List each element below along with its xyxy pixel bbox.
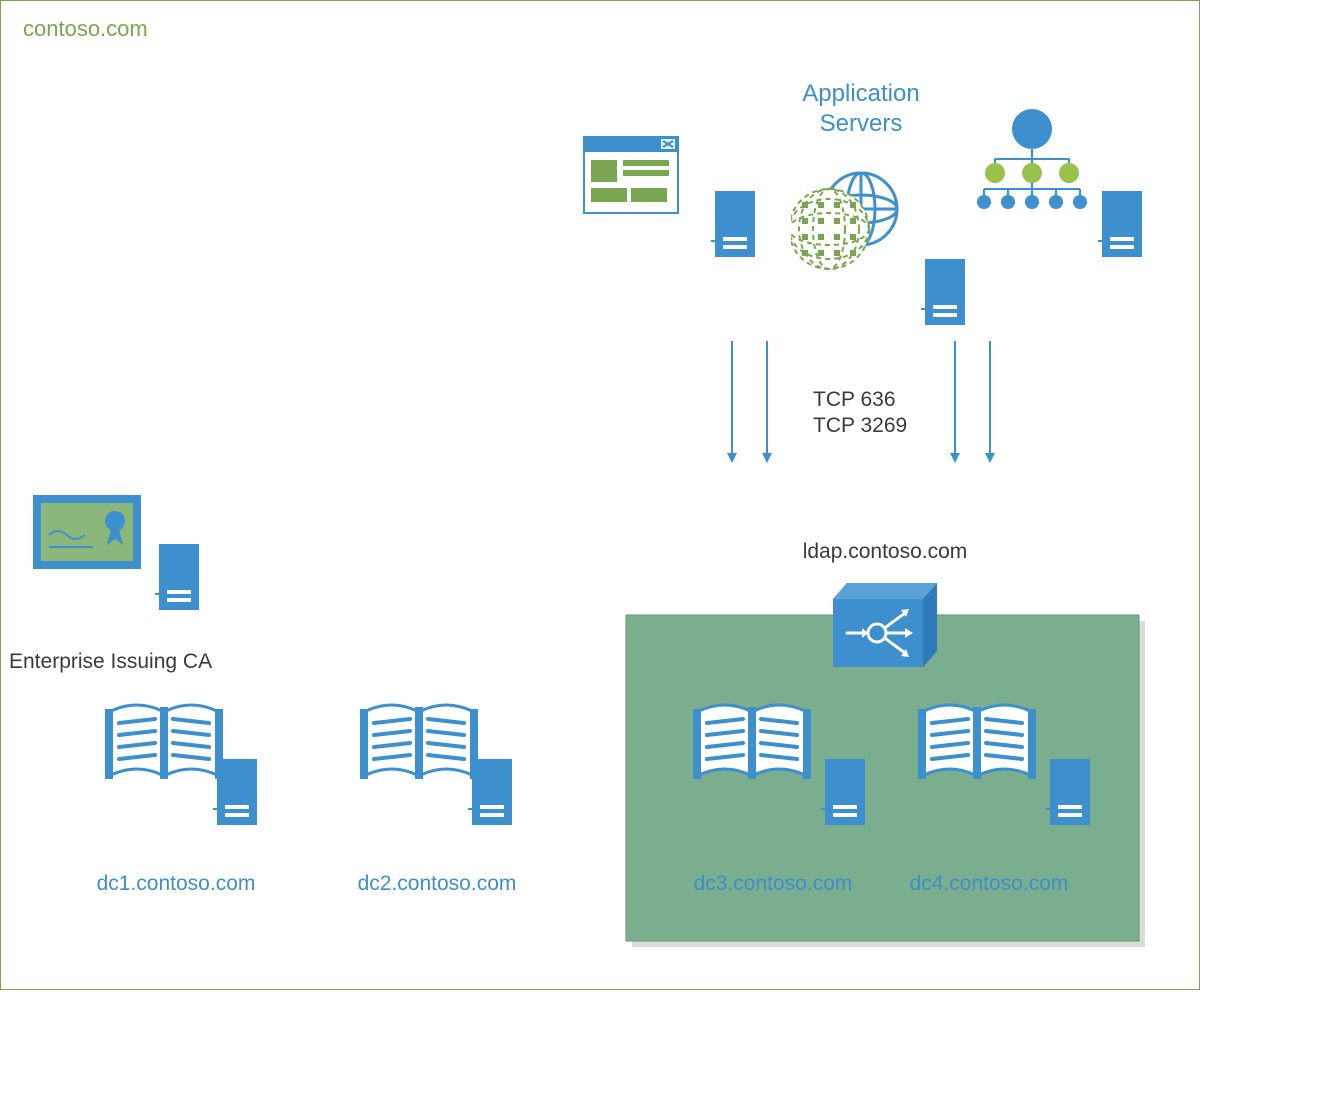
dc4-label: dc4.contoso.com: [910, 871, 1069, 897]
dc1-server: [213, 759, 261, 834]
hierarchy-icon: [973, 107, 1091, 218]
arrow-1: [762, 341, 772, 463]
tcp-ports-label: TCP 636 TCP 3269: [813, 387, 907, 440]
dc3-server: [821, 759, 869, 834]
dc2-book-icon: [360, 701, 478, 788]
dc2-label: dc2.contoso.com: [358, 871, 517, 897]
app-server-2: [921, 259, 969, 334]
app-window-icon: [583, 136, 679, 219]
ldap-host-label: ldap.contoso.com: [803, 539, 968, 565]
domain-title: contoso.com: [23, 15, 148, 43]
arrow-3: [985, 341, 995, 463]
dc4-book-icon: [918, 701, 1036, 788]
dc3-label: dc3.contoso.com: [694, 871, 853, 897]
dc4-server: [1046, 759, 1094, 834]
certificate-icon: [33, 495, 141, 574]
app-servers-title: Application Servers: [802, 79, 919, 139]
dc3-book-icon: [693, 701, 811, 788]
globe-icon: [791, 171, 909, 280]
dc2-server: [468, 759, 516, 834]
dc1-label: dc1.contoso.com: [97, 871, 256, 897]
diagram-canvas: contoso.com Application Servers TCP 636 TC…: [0, 0, 1200, 990]
arrow-2: [950, 341, 960, 463]
ca-label: Enterprise Issuing CA: [9, 649, 212, 675]
load-balancer-icon: [833, 583, 937, 672]
app-server-3: [1098, 191, 1146, 266]
arrow-0: [727, 341, 737, 463]
dc1-book-icon: [105, 701, 223, 788]
ca-server: [155, 544, 203, 619]
app-server-1: [711, 191, 759, 266]
